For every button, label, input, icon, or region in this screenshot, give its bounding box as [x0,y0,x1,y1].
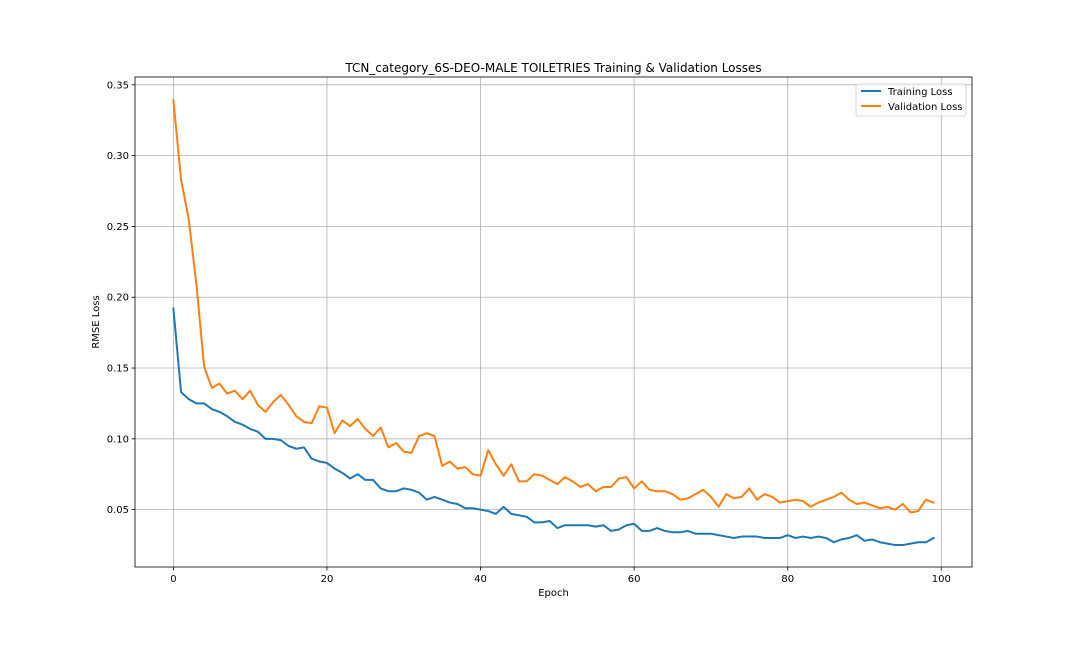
x-tick-label: 100 [932,574,951,585]
x-tick-label: 60 [628,574,641,585]
y-tick-label: 0.15 [107,364,129,375]
ticks: 0 20 40 60 80 100 0.05 0.10 0.15 0.20 0.25 0.30 0.35 [107,80,951,585]
y-tick-label: 0.35 [107,80,129,91]
y-axis-label: RMSE Loss [91,295,102,348]
legend-label-training-loss: Training Loss [887,87,953,98]
x-tick-label: 40 [474,574,487,585]
legend-label-validation-loss: Validation Loss [888,102,963,113]
x-tick-label: 0 [170,574,176,585]
legend: Training Loss Validation Loss [855,83,967,117]
x-tick-label: 80 [781,574,794,585]
legend-box [855,83,967,117]
y-tick-label: 0.05 [107,505,129,516]
plot-frame [134,76,973,568]
series-lines [172,99,935,547]
series-line-validation-loss [172,99,935,514]
chart-title: TCN_category_6S-DEO-MALE TOILETRIES Trai… [344,61,761,75]
y-tick-label: 0.30 [107,151,129,162]
y-tick-label: 0.25 [107,222,129,233]
y-tick-label: 0.20 [107,293,129,304]
series-line-training-loss [172,307,935,547]
x-tick-label: 20 [321,574,334,585]
x-axis-label: Epoch [538,588,569,599]
y-tick-label: 0.10 [107,434,129,445]
